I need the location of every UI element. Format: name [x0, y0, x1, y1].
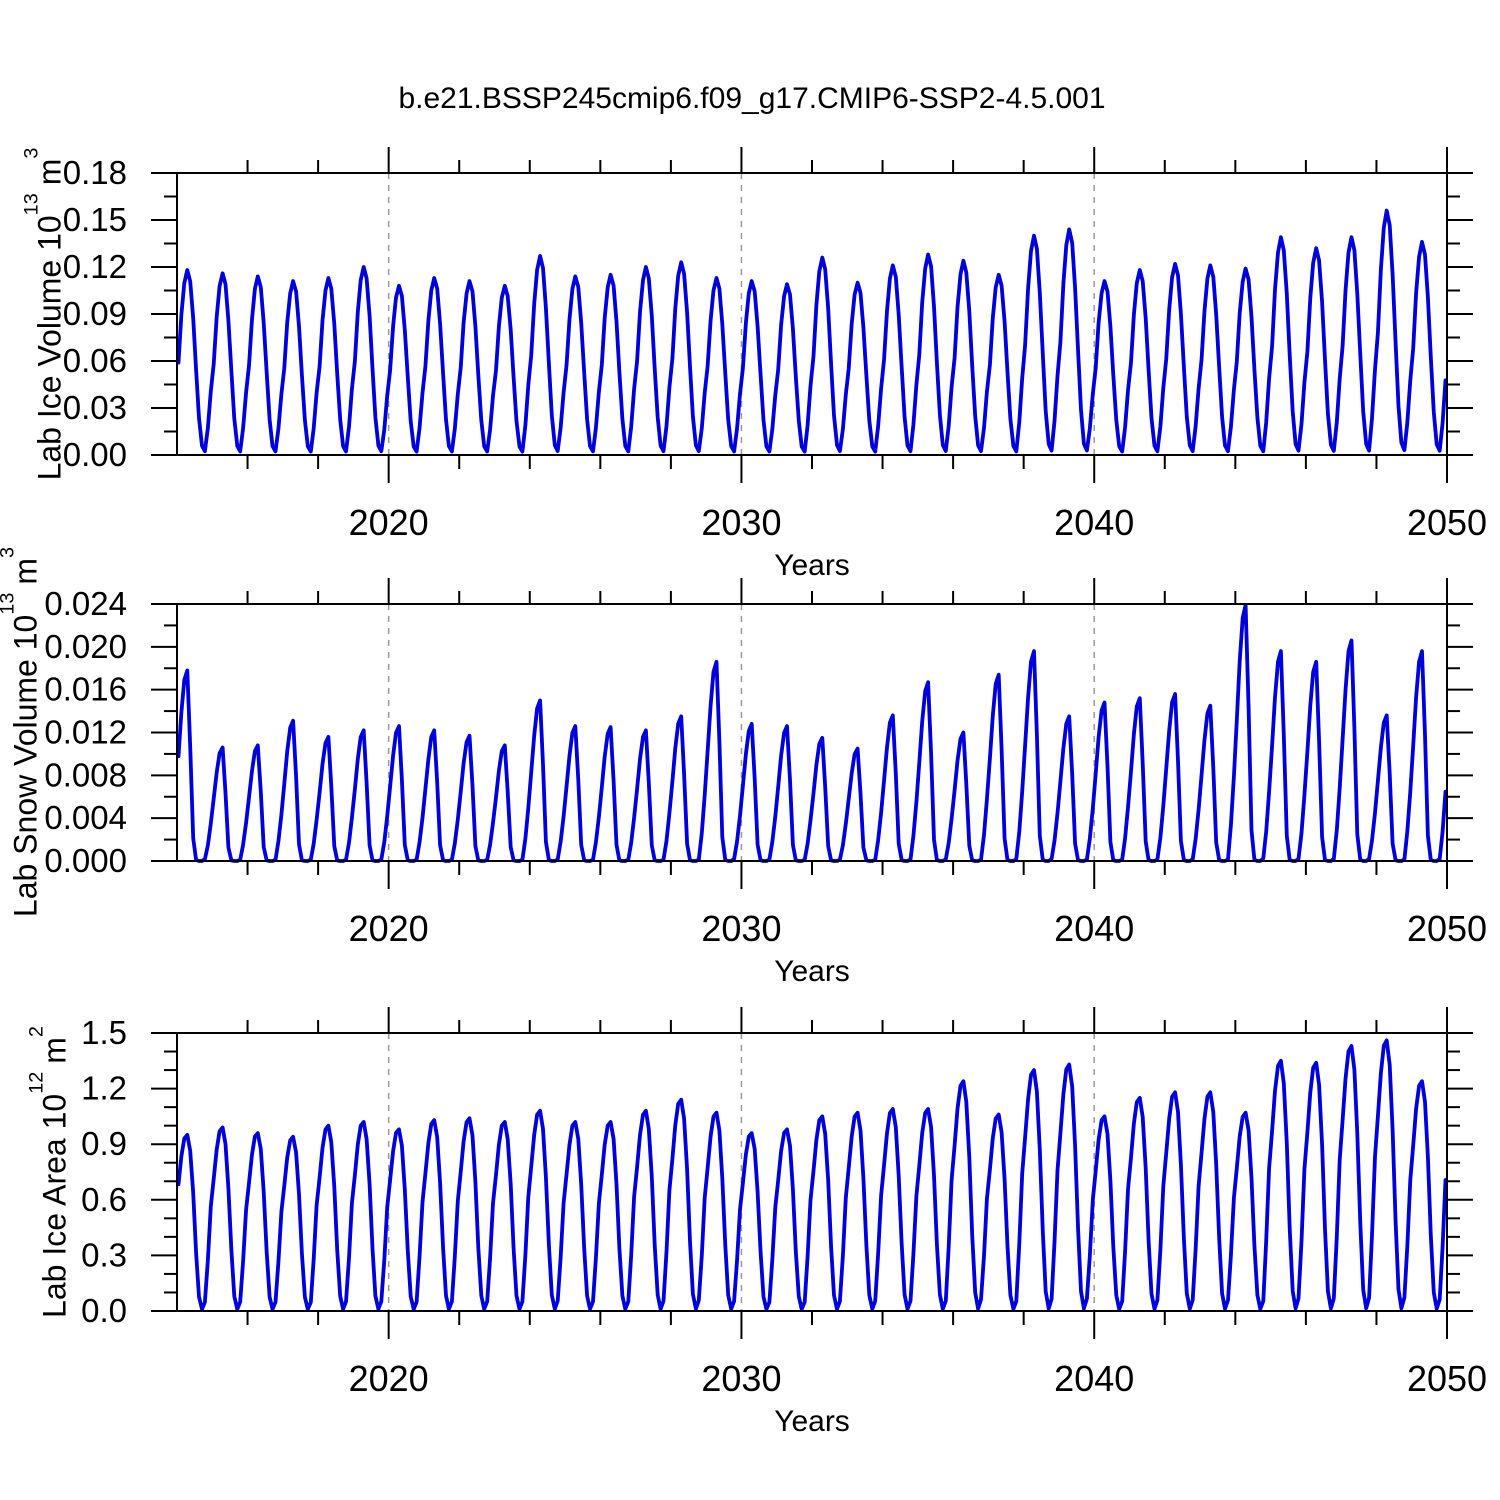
y-axis-title-exponent: 13 [0, 592, 19, 615]
x-tick-label: 2040 [1054, 502, 1134, 543]
x-axis-title-panel-1: Years [774, 549, 850, 582]
x-tick-label: 2050 [1407, 502, 1487, 543]
y-tick-label: 0.024 [44, 585, 127, 622]
y-tick-label: 0.12 [63, 248, 127, 285]
y-axis-title-unit: m [36, 1037, 73, 1064]
x-tick-label: 2030 [701, 1358, 781, 1399]
lab-ice-volume-curve [176, 208, 1448, 454]
x-axis-title-panel-3: Years [774, 1405, 850, 1438]
y-tick-label: 0.09 [63, 295, 127, 332]
x-tick-label: 2040 [1054, 1358, 1134, 1399]
x-tick-label: 2050 [1407, 1358, 1487, 1399]
lab-snow-volume-curve [176, 603, 1448, 863]
y-axis-title-unit-exponent: 2 [25, 1026, 48, 1038]
y-tick-label: 0.18 [63, 154, 127, 191]
y-tick-label: 0.004 [44, 799, 127, 836]
panel-lab-ice-volume: 0.00 0.03 0.06 0.09 0.12 0.15 0.18 2020 2030 2040… [63, 147, 1487, 543]
x-tick-label: 2040 [1054, 908, 1134, 949]
y-tick-label: 0.6 [81, 1181, 127, 1218]
y-tick-label: 1.2 [81, 1070, 127, 1107]
y-axis-title-snow-volume: Lab Snow Volume 1013 m3 [0, 547, 45, 918]
y-tick-label: 1.5 [81, 1014, 127, 1051]
y-axis-title-exponent: 12 [25, 1071, 48, 1094]
panel-lab-ice-area: 0.0 0.3 0.6 0.9 1.2 1.5 2020 2030 2040 2050 [81, 1007, 1487, 1399]
x-tick-label: 2020 [349, 502, 429, 543]
x-tick-label: 2020 [349, 1358, 429, 1399]
y-axis-title-unit-exponent: 3 [20, 147, 43, 159]
y-axis-title-exponent: 13 [20, 193, 43, 216]
y-tick-label: 0.03 [63, 389, 127, 426]
y-tick-label: 0.3 [81, 1236, 127, 1273]
y-axis-title-text: Lab Ice Area 10 [36, 1093, 73, 1318]
y-axis-title-text: Lab Ice Volume 10 [31, 215, 68, 481]
y-tick-label: 0.020 [44, 628, 127, 665]
y-tick-label: 0.00 [63, 436, 127, 473]
lab-ice-area-curve [176, 1038, 1448, 1312]
y-axis-title-ice-volume: Lab Ice Volume 1013 m3 [21, 148, 69, 481]
y-axis-title-unit: m [31, 158, 68, 186]
panel-lab-snow-volume: 0.000 0.004 0.008 0.012 0.016 0.020 0.024 2020 2… [44, 578, 1487, 949]
x-axis-title-panel-2: Years [774, 955, 850, 988]
y-tick-label: 0.016 [44, 671, 127, 708]
y-tick-label: 0.0 [81, 1292, 127, 1329]
y-tick-label: 0.012 [44, 714, 127, 751]
x-tick-label: 2050 [1407, 908, 1487, 949]
y-axis-title-ice-area: Lab Ice Area 1012 m2 [26, 1026, 74, 1318]
y-axis-title-unit: m [7, 557, 44, 585]
y-axis-title-text: Lab Snow Volume 10 [7, 614, 44, 918]
x-tick-label: 2030 [701, 502, 781, 543]
y-tick-label: 0.15 [63, 201, 127, 238]
y-tick-label: 0.06 [63, 342, 127, 379]
x-tick-label: 2030 [701, 908, 781, 949]
y-tick-label: 0.008 [44, 756, 127, 793]
y-axis-title-unit-exponent: 3 [0, 547, 19, 558]
y-tick-label: 0.000 [44, 842, 127, 879]
y-tick-label: 0.9 [81, 1125, 127, 1162]
x-tick-label: 2020 [349, 908, 429, 949]
plot-title: b.e21.BSSP245cmip6.f09_g17.CMIP6-SSP2-4.… [398, 82, 1106, 115]
